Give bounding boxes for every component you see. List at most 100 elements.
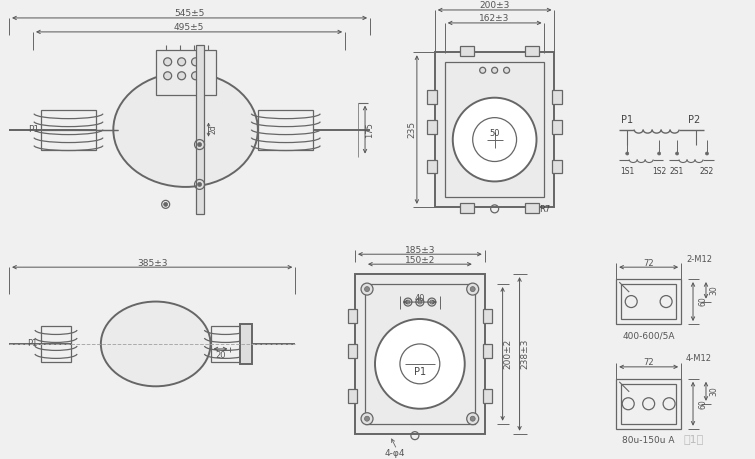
Bar <box>482 344 492 358</box>
Text: 2S1: 2S1 <box>670 167 684 176</box>
Circle shape <box>192 58 199 66</box>
Circle shape <box>705 152 708 155</box>
Text: 238±3: 238±3 <box>520 339 529 369</box>
Circle shape <box>504 67 510 73</box>
Circle shape <box>164 72 171 80</box>
Text: P2: P2 <box>688 115 700 125</box>
Text: 4-φ4: 4-φ4 <box>385 449 405 458</box>
Bar <box>240 324 252 364</box>
Text: 60: 60 <box>698 399 707 409</box>
Text: 200±2: 200±2 <box>503 339 512 369</box>
Circle shape <box>430 300 434 304</box>
Text: 2-M12: 2-M12 <box>686 255 712 264</box>
Circle shape <box>467 413 479 425</box>
Text: 72: 72 <box>643 358 654 367</box>
Bar <box>41 326 71 362</box>
Bar <box>365 284 475 424</box>
Bar <box>460 203 473 213</box>
Text: 30: 30 <box>710 285 719 295</box>
Text: 20: 20 <box>215 352 226 360</box>
Text: 72: 72 <box>643 259 654 268</box>
Bar <box>435 52 554 207</box>
Text: 495±5: 495±5 <box>174 23 205 33</box>
Text: 1S1: 1S1 <box>620 167 634 176</box>
Circle shape <box>361 283 373 295</box>
Text: R7: R7 <box>540 205 550 214</box>
Bar <box>621 384 676 424</box>
Circle shape <box>492 67 498 73</box>
Bar <box>553 90 562 104</box>
Circle shape <box>164 58 171 66</box>
Text: 545±5: 545±5 <box>174 10 205 18</box>
Ellipse shape <box>113 72 258 187</box>
Text: 30: 30 <box>710 386 719 396</box>
Circle shape <box>418 300 422 304</box>
Circle shape <box>365 286 369 291</box>
Bar <box>427 120 437 134</box>
Text: P1: P1 <box>621 115 633 125</box>
Text: 80u-150u A: 80u-150u A <box>622 436 675 445</box>
Circle shape <box>467 283 479 295</box>
Circle shape <box>361 413 373 425</box>
Text: 385±3: 385±3 <box>137 259 168 268</box>
Circle shape <box>470 286 475 291</box>
Circle shape <box>416 298 424 306</box>
Text: 1S2: 1S2 <box>652 167 666 176</box>
Text: P1: P1 <box>28 125 39 134</box>
Text: 2S2: 2S2 <box>700 167 714 176</box>
Bar <box>525 203 538 213</box>
Circle shape <box>177 72 186 80</box>
Text: 400-600/5A: 400-600/5A <box>622 331 675 341</box>
Text: 185±3: 185±3 <box>405 246 435 255</box>
Circle shape <box>198 143 202 146</box>
Bar <box>355 274 485 434</box>
Text: 40: 40 <box>414 294 425 302</box>
Circle shape <box>626 152 629 155</box>
Bar <box>156 50 215 95</box>
Text: 150±2: 150±2 <box>405 256 435 265</box>
Bar <box>41 110 96 150</box>
Circle shape <box>365 416 369 421</box>
Bar <box>196 45 204 214</box>
Circle shape <box>453 98 537 181</box>
Bar <box>348 309 357 323</box>
Bar <box>616 379 681 429</box>
Bar <box>427 160 437 174</box>
Bar <box>616 279 681 324</box>
Circle shape <box>479 67 485 73</box>
Circle shape <box>164 202 168 207</box>
Ellipse shape <box>101 302 211 386</box>
Bar <box>258 110 313 150</box>
Text: 2d: 2d <box>208 125 217 134</box>
Bar <box>553 120 562 134</box>
Bar <box>460 46 473 56</box>
Text: 200±3: 200±3 <box>479 1 510 11</box>
Bar <box>621 284 676 319</box>
Circle shape <box>375 319 465 409</box>
Circle shape <box>177 58 186 66</box>
Text: 235: 235 <box>408 121 417 138</box>
Text: 60: 60 <box>698 297 707 307</box>
Text: P1: P1 <box>414 367 426 377</box>
Circle shape <box>676 152 679 155</box>
Circle shape <box>192 72 199 80</box>
Bar <box>482 309 492 323</box>
Text: 162±3: 162±3 <box>479 14 510 23</box>
Bar <box>445 62 544 197</box>
Text: 175: 175 <box>365 122 374 138</box>
Bar <box>553 160 562 174</box>
Bar <box>482 389 492 403</box>
Circle shape <box>406 300 410 304</box>
Text: P1: P1 <box>26 340 37 348</box>
Circle shape <box>428 298 436 306</box>
Circle shape <box>470 416 475 421</box>
Circle shape <box>658 152 661 155</box>
Circle shape <box>198 182 202 186</box>
Bar <box>525 46 538 56</box>
Text: 50: 50 <box>489 129 500 138</box>
Text: 4-M12: 4-M12 <box>686 354 712 364</box>
Bar <box>427 90 437 104</box>
Bar <box>348 389 357 403</box>
Text: 第1格: 第1格 <box>684 434 704 444</box>
Circle shape <box>404 298 412 306</box>
